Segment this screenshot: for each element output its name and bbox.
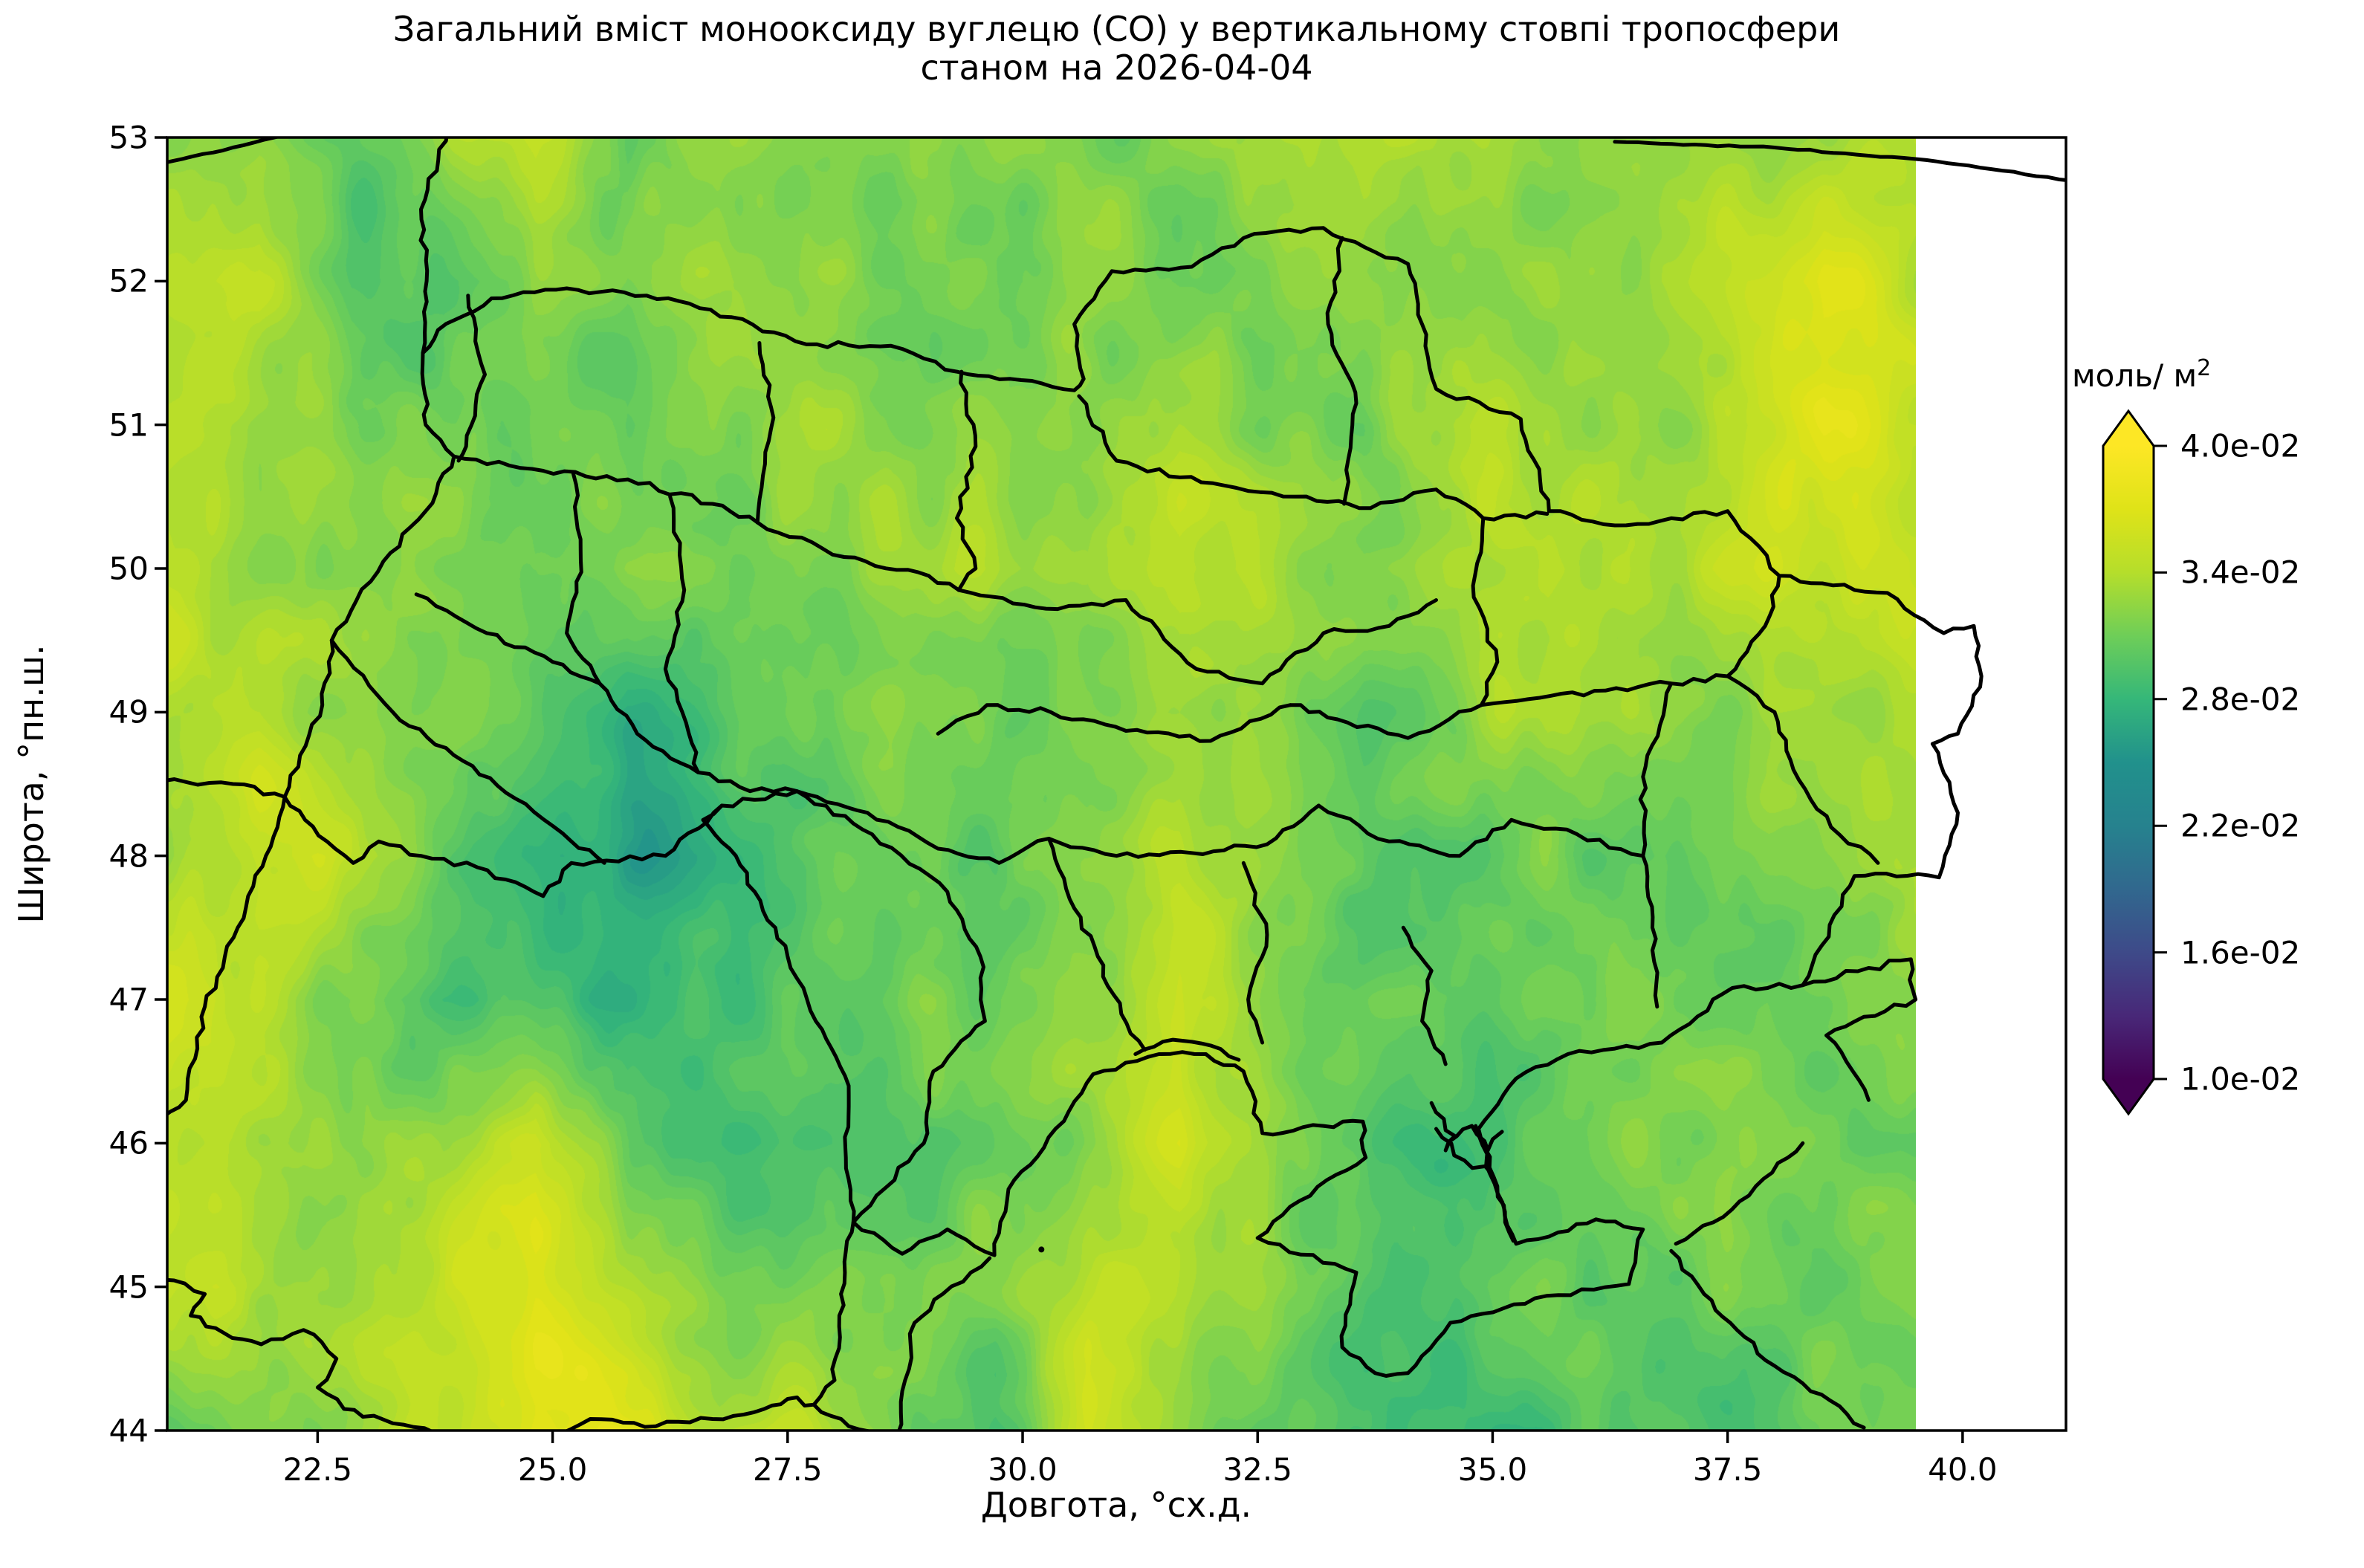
x-axis-tick-label: 37.5 xyxy=(1692,1451,1763,1488)
colorbar-tick-label: 4.0e-02 xyxy=(2180,427,2301,464)
x-axis-tick-label: 32.5 xyxy=(1223,1451,1292,1488)
y-axis-tick-label: 44 xyxy=(109,1412,149,1449)
map-plot-area xyxy=(167,137,2066,1431)
colorbar-frame xyxy=(2102,409,2155,1116)
border-clip-top-left xyxy=(167,137,282,164)
colorbar xyxy=(2102,409,2167,1116)
border-oblast-poltava-kharkiv xyxy=(1471,516,1500,707)
border-oblast-poltava-s xyxy=(1289,703,1483,740)
border-oblast-chernihiv-sumy xyxy=(1325,236,1359,506)
border-clip-top-right xyxy=(1613,140,2066,182)
x-axis-tick-label: 40.0 xyxy=(1928,1451,1998,1488)
x-axis-tick-label: 30.0 xyxy=(988,1451,1058,1488)
colorbar-gradient xyxy=(2103,446,2154,1079)
border-arabat-spit xyxy=(1474,1124,1515,1243)
border-oblast-luhansk-kharkiv xyxy=(1726,574,1781,678)
y-axis-tick-label: 46 xyxy=(109,1124,149,1162)
border-hungary-romania xyxy=(167,794,287,1117)
border-romania-bulgaria xyxy=(812,1402,874,1431)
border-oblast-kyiv-s-belt xyxy=(755,520,1199,671)
colorbar-arrow-min xyxy=(2103,1079,2154,1114)
border-oblast-zakarpattia xyxy=(329,638,606,865)
border-russia-blacksea-coast xyxy=(1669,1248,1866,1430)
y-axis-tick-label: 51 xyxy=(109,406,149,444)
border-oblast-zhytomyr-kyiv xyxy=(955,369,978,592)
border-oblast-luhansk-donetsk xyxy=(1772,710,1880,865)
border-oblast-chernivtsi-n xyxy=(598,681,799,794)
colorbar-tick-label: 1.6e-02 xyxy=(2180,934,2301,971)
border-oblast-mykolaiv-n xyxy=(1046,803,1321,859)
x-axis-tick-label: 25.0 xyxy=(517,1451,588,1488)
border-slovakia-hungary xyxy=(167,777,287,799)
border-oblast-vinnytsia-s xyxy=(795,789,1051,865)
border-oblast-chernihiv-s xyxy=(1077,394,1438,511)
border-oblast-kirovohrad-n xyxy=(936,703,1292,743)
colorbar-unit-label: моль/ м2 xyxy=(2072,355,2212,394)
border-oblast-kharkiv-s xyxy=(1479,673,1777,714)
border-russia-azov-coast xyxy=(1801,957,1918,1102)
border-romania-coast xyxy=(897,1256,992,1431)
border-oblast-odesa-mykolaiv xyxy=(1046,837,1147,1052)
y-axis-tick-label: 45 xyxy=(109,1269,149,1306)
y-axis-label: Широта, °пн.ш. xyxy=(11,644,51,924)
border-oblast-mykolaiv-kherson xyxy=(1241,861,1269,1045)
map-borders-overlay xyxy=(167,137,2066,1431)
x-axis-tick-label: 27.5 xyxy=(753,1451,823,1488)
snake-island xyxy=(1038,1246,1045,1253)
border-oblast-donetsk-zaporizhzhia xyxy=(1641,854,1659,1009)
border-oblast-khmelnytskyi-w xyxy=(663,494,701,774)
colorbar-arrow-max xyxy=(2103,411,2154,446)
border-oblast-west-belt xyxy=(452,454,760,525)
y-axis-tick-label: 52 xyxy=(109,262,149,299)
border-serbia-romania-danube xyxy=(167,1277,435,1431)
border-oblast-kherson-zaporizhzhia xyxy=(1401,925,1448,1066)
border-oblast-cherkasy-poltava xyxy=(1194,598,1438,686)
colorbar-tick-label: 2.8e-02 xyxy=(2180,681,2301,718)
y-axis-tick-label: 50 xyxy=(109,550,149,587)
border-oblast-dnipro-s xyxy=(1316,803,1645,858)
border-ukraine-outline xyxy=(282,226,1984,1378)
y-axis-tick-label: 49 xyxy=(109,693,149,730)
border-moldova-prut xyxy=(701,803,856,1225)
border-oblast-rivne-zhytomyr xyxy=(755,341,776,525)
border-poland-belarus xyxy=(418,137,449,355)
x-axis-tick-label: 22.5 xyxy=(282,1451,353,1488)
colorbar-tick-label: 3.4e-02 xyxy=(2180,554,2301,591)
border-oblast-volyn-rivne xyxy=(456,294,487,463)
colorbar-tick-label: 1.0e-02 xyxy=(2180,1060,2301,1098)
border-danube-dobruja xyxy=(563,1220,855,1431)
chart-title-line2: станом на 2026-04-04 xyxy=(920,48,1313,88)
y-axis-tick-label: 48 xyxy=(109,838,149,875)
border-oblast-sumy-kharkiv xyxy=(1434,487,1549,522)
colorbar-tick-label: 2.2e-02 xyxy=(2180,807,2301,844)
border-oblast-ternopil-w xyxy=(565,471,602,686)
y-axis-tick-label: 47 xyxy=(109,981,149,1018)
border-oblast-donetsk-w xyxy=(1638,681,1674,858)
x-axis-label: Довгота, °сх.д. xyxy=(980,1485,1252,1525)
border-taman-coast xyxy=(1674,1141,1805,1246)
y-axis-tick-label: 53 xyxy=(109,119,149,156)
chart-title-line1: Загальний вміст монооксиду вуглецю (CO) … xyxy=(392,9,1841,49)
x-axis-tick-label: 35.0 xyxy=(1457,1451,1528,1488)
